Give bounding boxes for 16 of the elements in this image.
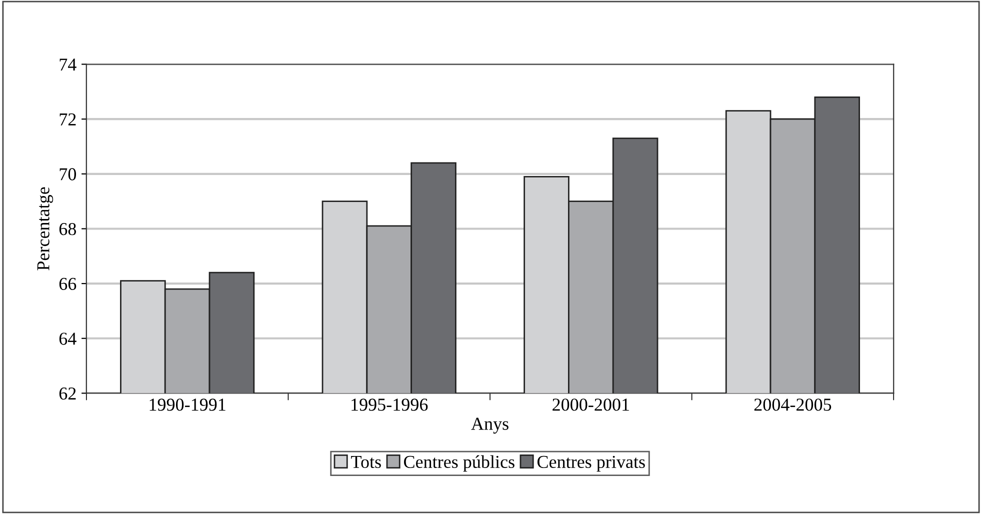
x-tick-label: 1995-1996 (352, 398, 428, 411)
y-tick-label: 70 (60, 168, 76, 180)
legend-label: Tots (351, 456, 381, 468)
y-tick-label: 72 (60, 113, 76, 126)
x-axis-title: Anys (471, 418, 508, 434)
y-tick-label: 66 (59, 278, 76, 290)
y-tick-label: 74 (60, 58, 76, 71)
y-axis-title: Percentatge (37, 187, 54, 270)
legend-label: Centres privats (537, 456, 645, 472)
x-tick-label: 2004-2005 (754, 398, 832, 411)
x-tick-label: 2000-2001 (552, 398, 629, 411)
legend-label: Centres públics (404, 455, 514, 472)
y-tick-label: 64 (59, 332, 76, 345)
y-tick-label: 62 (59, 388, 76, 400)
x-tick-label: 1990-1991 (150, 398, 226, 411)
y-tick-label: 68 (59, 222, 76, 236)
